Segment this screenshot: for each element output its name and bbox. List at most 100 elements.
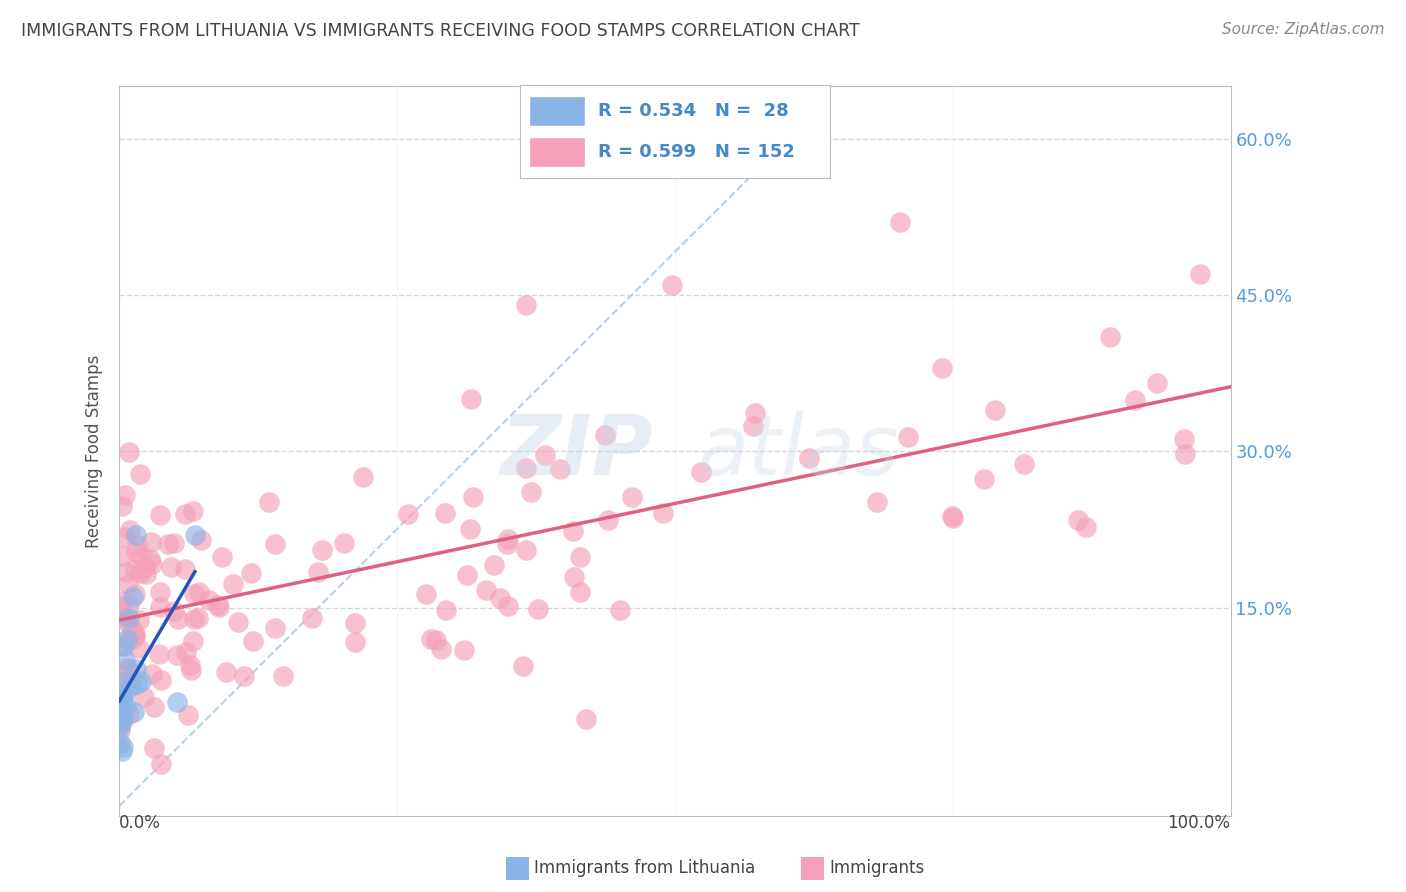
Point [568,549,591,564]
Point [159,559,181,574]
Point [396,507,419,521]
Point [1067,513,1090,527]
Point [1146,376,1168,390]
Point [120,679,142,693]
Point [520,485,543,500]
Point [163,536,186,550]
Point [575,712,598,726]
Point [110,599,132,613]
Point [744,406,766,420]
Point [134,690,156,705]
Point [129,549,152,563]
Point [496,532,519,546]
Bar [530,96,585,126]
Point [111,499,134,513]
Point [460,522,482,536]
Point [181,503,204,517]
Point [117,615,139,630]
Point [125,544,148,558]
Point [311,543,333,558]
Point [211,550,233,565]
Point [141,667,163,681]
Point [112,607,135,622]
Point [127,677,149,691]
Point [264,536,287,550]
Point [163,604,186,618]
Point [141,535,163,549]
Point [889,215,911,229]
Point [1076,520,1098,534]
Point [598,513,620,527]
Point [184,528,207,542]
Point [112,639,135,653]
Point [333,536,356,550]
Point [112,673,135,688]
Point [108,693,131,707]
Point [143,740,166,755]
Point [125,538,148,552]
Point [651,506,673,520]
Point [117,662,139,676]
Text: Immigrants: Immigrants [830,859,925,877]
Text: Immigrants from Lithuania: Immigrants from Lithuania [534,859,755,877]
Point [352,470,374,484]
Point [179,658,201,673]
Point [124,628,146,642]
Point [456,568,478,582]
Point [110,720,132,734]
Point [114,488,136,502]
Point [263,621,285,635]
Point [463,490,485,504]
Point [301,611,323,625]
Point [122,626,145,640]
Point [108,706,131,721]
Point [562,569,585,583]
Point [122,632,145,647]
Point [515,298,537,312]
Point [181,634,204,648]
Point [149,673,172,687]
Point [110,603,132,617]
Point [1173,433,1195,447]
Text: R = 0.599   N = 152: R = 0.599 N = 152 [598,144,794,161]
Point [129,467,152,481]
Point [110,715,132,730]
Point [240,566,263,581]
Point [561,524,583,538]
Point [533,449,555,463]
Point [110,706,132,721]
Point [143,700,166,714]
Point [434,603,457,617]
Point [689,465,711,479]
Point [307,565,329,579]
Point [166,648,188,663]
Point [115,698,138,713]
Point [111,739,134,754]
Point [124,587,146,601]
Point [190,533,212,547]
Point [121,624,143,638]
Point [118,445,141,459]
Point [138,552,160,566]
Point [122,705,145,719]
Point [489,591,512,606]
Text: 100.0%: 100.0% [1167,814,1230,832]
Point [115,613,138,627]
Point [111,690,134,704]
Point [434,506,457,520]
Point [183,612,205,626]
Point [1014,457,1036,471]
Point [110,674,132,689]
Point [110,698,132,712]
Point [149,584,172,599]
Point [156,537,179,551]
Point [1189,267,1212,281]
Point [108,724,131,739]
Point [453,642,475,657]
Point [125,662,148,676]
Point [131,673,153,688]
Point [115,565,138,579]
Point [548,462,571,476]
Point [931,360,953,375]
Point [568,585,591,599]
